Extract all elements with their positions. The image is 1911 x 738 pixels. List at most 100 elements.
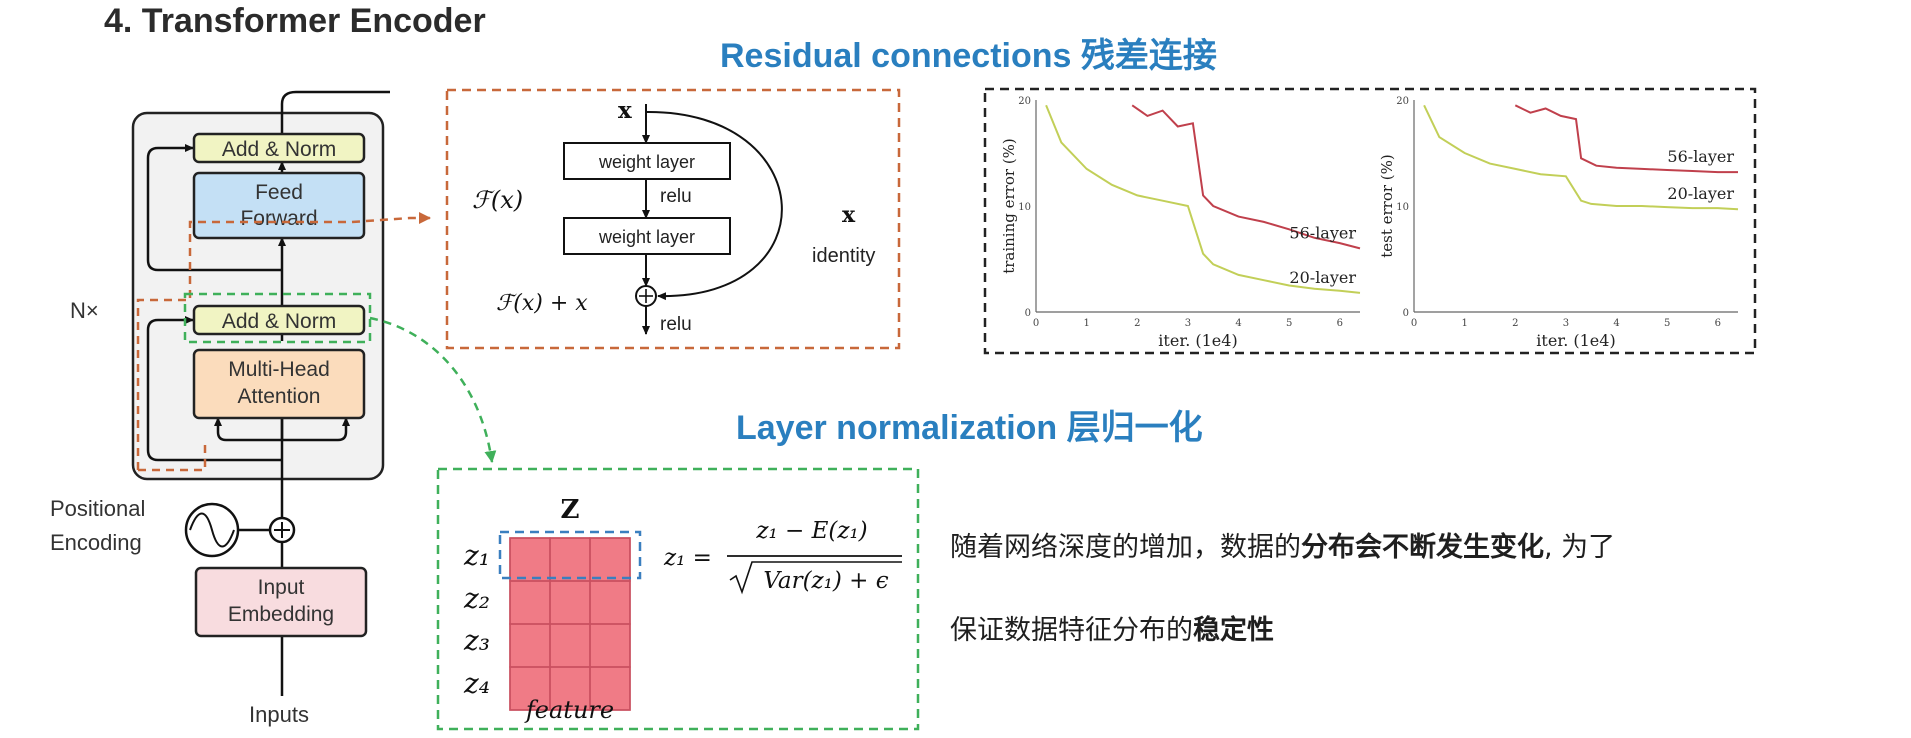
layernorm-highlight-arrow bbox=[369, 316, 497, 463]
slide-title: 4. Transformer Encoder bbox=[104, 2, 486, 40]
row-highlight-box bbox=[498, 530, 642, 580]
row-label-z4: z₄ bbox=[463, 667, 490, 700]
row-label-z2: z₂ bbox=[463, 582, 490, 615]
y-tick-label: 0 bbox=[1025, 308, 1031, 319]
y-tick-label: 0 bbox=[1403, 308, 1409, 319]
x-tick-label: 2 bbox=[1512, 318, 1518, 329]
description-line-1: 随着网络深度的增加，数据的分布会不断发生变化, 为了 bbox=[950, 525, 1615, 564]
description-emphasis-1: 分布会不断发生变化 bbox=[1301, 532, 1544, 563]
x-tick-label: 0 bbox=[1411, 318, 1417, 329]
embedding-label-1: Input bbox=[258, 576, 305, 599]
residual-block-frame bbox=[445, 88, 901, 350]
ff-residual-path bbox=[146, 144, 282, 272]
positional-label-2: Encoding bbox=[50, 530, 142, 555]
formula-numerator: z₁ − E(z₁) bbox=[755, 518, 867, 544]
positional-label-1: Positional bbox=[50, 496, 145, 521]
description-emphasis-2: 稳定性 bbox=[1193, 615, 1274, 646]
residual-block-diagram: x weight layer relu weight layer relu ℱ(… bbox=[445, 88, 901, 350]
series-line-56-layer bbox=[1131, 104, 1361, 250]
feed-forward-label-1: Feed bbox=[255, 181, 303, 204]
x-tick-label: 6 bbox=[1337, 318, 1343, 329]
attention-k-input bbox=[214, 417, 282, 442]
row-label-z3: z₃ bbox=[463, 624, 490, 657]
series-label-20-layer: 20-layer bbox=[1289, 268, 1356, 287]
formula-sqrt-sign bbox=[729, 561, 902, 595]
matrix-cell bbox=[589, 666, 631, 711]
add-norm-bottom-box bbox=[192, 304, 366, 336]
add-norm-bottom-label: Add & Norm bbox=[222, 310, 336, 333]
series-line-56-layer bbox=[1514, 104, 1738, 174]
attention-v-input bbox=[282, 417, 350, 442]
feed-forward-box bbox=[192, 171, 366, 240]
description-text-1c: , 为了 bbox=[1544, 532, 1616, 563]
multi-head-attention-box bbox=[192, 348, 366, 420]
embedding-label-2: Embedding bbox=[228, 603, 334, 626]
x-tick-label: 4 bbox=[1613, 318, 1619, 329]
add-norm-top-box bbox=[192, 132, 366, 164]
series-label-56-layer: 56-layer bbox=[1667, 147, 1734, 166]
y-tick-label: 20 bbox=[1396, 96, 1409, 107]
x-tick-label: 2 bbox=[1134, 318, 1140, 329]
row-label-z1: z₁ bbox=[463, 539, 490, 572]
x-tick-label: 4 bbox=[1235, 318, 1241, 329]
relu-1-label: relu bbox=[660, 186, 692, 207]
y-axis-label: training error (%) bbox=[1000, 138, 1018, 274]
formula-denominator: Var(z₁) + ϵ bbox=[763, 568, 888, 594]
x-tick-label: 6 bbox=[1715, 318, 1721, 329]
description-text-2a: 保证数据特征分布的 bbox=[950, 615, 1193, 646]
description-line-2: 保证数据特征分布的稳定性 bbox=[950, 608, 1274, 647]
feed-forward-label-2: Forward bbox=[240, 207, 317, 230]
attention-label-2: Attention bbox=[238, 385, 321, 408]
feature-label: feature bbox=[524, 696, 614, 724]
feature-matrix bbox=[509, 537, 631, 711]
x-tick-label: 1 bbox=[1461, 318, 1467, 329]
weight-layer-1-box bbox=[563, 142, 731, 180]
weight-layer-2-box bbox=[563, 217, 731, 255]
residual-connections-title: Residual connections 残差连接 bbox=[720, 37, 1217, 75]
residual-highlight-path bbox=[136, 212, 431, 470]
x-tick-label: 5 bbox=[1664, 318, 1670, 329]
x-axis-label: iter. (1e4) bbox=[1536, 331, 1615, 350]
attention-residual-path bbox=[146, 316, 282, 462]
identity-shortcut bbox=[645, 110, 783, 301]
sine-wave-curve bbox=[189, 512, 235, 548]
inputs-label: Inputs bbox=[249, 702, 309, 727]
layernorm-highlight-box bbox=[183, 292, 372, 344]
y-tick-label: 10 bbox=[1018, 202, 1031, 213]
x-tick-label: 3 bbox=[1563, 318, 1569, 329]
residual-x-input: x bbox=[618, 97, 632, 124]
layernorm-frame bbox=[436, 467, 920, 731]
x-tick-label: 0 bbox=[1033, 318, 1039, 329]
input-embedding-box bbox=[194, 566, 368, 638]
training-error-chart: 0 10 20 0 1 2 3 4 5 6 iter. (1e4) training error (%… bbox=[1000, 96, 1361, 350]
y-tick-label: 10 bbox=[1396, 202, 1409, 213]
matrix-title: Z bbox=[561, 495, 580, 525]
identity-x-label: x bbox=[842, 202, 856, 228]
x-axis-label: iter. (1e4) bbox=[1158, 331, 1237, 350]
identity-label: identity bbox=[812, 245, 875, 267]
series-line-20-layer bbox=[1045, 104, 1361, 294]
x-tick-label: 1 bbox=[1083, 318, 1089, 329]
layer-normalization-title: Layer normalization 层归一化 bbox=[736, 409, 1203, 447]
charts-frame bbox=[983, 87, 1757, 355]
fx-label: ℱ(x) bbox=[472, 186, 523, 214]
nx-label: N× bbox=[70, 298, 99, 323]
attention-label-1: Multi-Head bbox=[228, 358, 330, 381]
layernorm-diagram: Z z₁ z₂ z₃ z₄ feature z₁ = z₁ − E(z₁) Va… bbox=[436, 467, 920, 731]
weight-layer-2-label: weight layer bbox=[598, 227, 695, 247]
series-label-56-layer: 56-layer bbox=[1289, 223, 1356, 242]
fx-plus-x-label: ℱ(x) + x bbox=[496, 291, 588, 316]
residual-highlight-loop bbox=[138, 440, 207, 472]
y-axis-label: test error (%) bbox=[1378, 154, 1396, 258]
x-tick-label: 5 bbox=[1286, 318, 1292, 329]
add-norm-top-label: Add & Norm bbox=[222, 138, 336, 161]
formula-lhs: z₁ = bbox=[663, 545, 712, 571]
relu-2-label: relu bbox=[660, 314, 692, 335]
test-error-chart: 0 10 20 0 1 2 3 4 5 6 iter. (1e4) test error (%) 56-… bbox=[1378, 96, 1739, 350]
y-tick-label: 20 bbox=[1018, 96, 1031, 107]
series-label-20-layer: 20-layer bbox=[1667, 184, 1734, 203]
x-tick-label: 3 bbox=[1185, 318, 1191, 329]
weight-layer-1-label: weight layer bbox=[598, 152, 695, 172]
description-text-1a: 随着网络深度的增加，数据的 bbox=[950, 532, 1301, 563]
